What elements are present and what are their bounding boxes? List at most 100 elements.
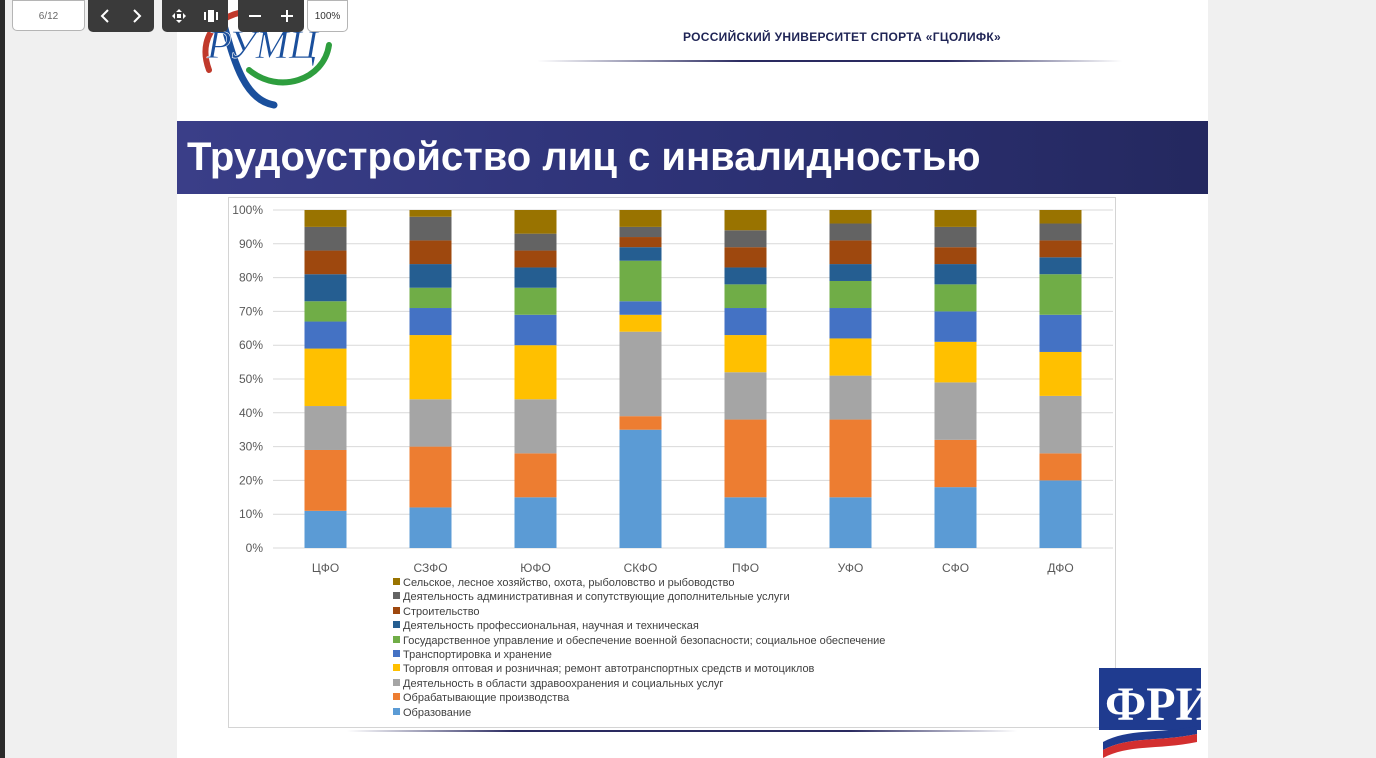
bar-segment [829, 497, 872, 548]
chart-frame: 0% 10% 20% 30% 40% 50% 60% 70% 80% 90% 100% ЦФО СЗФО… [228, 197, 1116, 728]
x-tick-label: УФО [838, 561, 864, 575]
bar-segment [724, 419, 767, 498]
bar-segment [1039, 395, 1082, 454]
y-tick-label: 70% [239, 304, 263, 318]
chevron-left-icon [100, 9, 109, 23]
prev-page-button[interactable] [88, 0, 122, 32]
window-edge [0, 0, 5, 758]
bar-segment [514, 345, 557, 400]
bar-segment [409, 287, 452, 309]
bar-segment [514, 314, 557, 346]
plus-icon [281, 10, 293, 22]
bar-segment [409, 335, 452, 400]
bar-segment [934, 439, 977, 488]
zoom-in-button[interactable] [270, 0, 304, 32]
zoom-level[interactable]: 100% [307, 0, 348, 32]
x-tick-label: СКФО [624, 561, 658, 575]
bar-segment [724, 335, 767, 373]
page-indicator-input[interactable]: 6/12 [12, 0, 85, 31]
legend-label: Деятельность административная и сопутств… [403, 591, 790, 604]
bar-segment [619, 226, 662, 238]
chart-legend: Сельское, лесное хозяйство, охота, рыбол… [393, 576, 885, 720]
legend-label: Торговля оптовая и розничная; ремонт авт… [403, 663, 815, 676]
legend-item: Транспортировка и хранение [393, 648, 885, 662]
bar-segment [619, 260, 662, 302]
legend-swatch [393, 606, 400, 614]
slide: РУМЦ РОССИЙСКИЙ УНИВЕРСИТЕТ СПОРТА «ГЦОЛ… [177, 0, 1208, 758]
bar-segment [934, 210, 977, 227]
bar-segment [1039, 351, 1082, 396]
fri-logo-text: ФРИ [1105, 678, 1201, 731]
bar-segment [514, 233, 557, 251]
legend-item: Государственное управление и обеспечение… [393, 634, 885, 648]
zoom-toolbar [238, 0, 304, 32]
fit-page-button[interactable] [162, 0, 196, 32]
fit-width-button[interactable] [194, 0, 228, 32]
bar-segment [724, 284, 767, 309]
bar-segment [304, 321, 347, 349]
y-tick-label: 20% [239, 473, 263, 487]
bar-segment [724, 372, 767, 420]
legend-label: Деятельность в области здравоохранения и… [403, 677, 724, 690]
bar-segment [724, 267, 767, 285]
bar-segment [409, 446, 452, 508]
bar-segment [1039, 240, 1082, 258]
legend-item: Образование [393, 706, 885, 720]
bar-segment [829, 240, 872, 265]
bar-segment [304, 250, 347, 275]
legend-label: Обрабатывающие производства [403, 692, 570, 705]
bar-segment [934, 487, 977, 548]
bar-segment [409, 240, 452, 265]
fit-width-icon [204, 10, 218, 22]
legend-item: Сельское, лесное хозяйство, охота, рыбол… [393, 576, 885, 590]
bar-segment [619, 331, 662, 417]
page-nav-toolbar [88, 0, 154, 32]
bar-segment [1039, 274, 1082, 315]
legend-label: Деятельность профессиональная, научная и… [403, 620, 699, 633]
bar-segment [619, 429, 662, 548]
legend-swatch [393, 592, 400, 600]
bar-segment [724, 308, 767, 336]
x-tick-label: СЗФО [413, 561, 447, 575]
university-name: РОССИЙСКИЙ УНИВЕРСИТЕТ СПОРТА «ГЦОЛИФК» [682, 30, 1002, 44]
bar-segment [934, 382, 977, 440]
x-tick-label: ЮФО [520, 561, 551, 575]
bar-segment [1039, 480, 1082, 548]
x-tick-label: СФО [942, 561, 969, 575]
bar-segment [304, 449, 347, 511]
bar-segment [514, 453, 557, 498]
y-tick-label: 60% [239, 338, 263, 352]
bar-segment [409, 210, 452, 217]
bar-segment [619, 416, 662, 430]
legend-label: Государственное управление и обеспечение… [403, 634, 886, 647]
x-tick-label: ПФО [732, 561, 759, 575]
bar-segment [619, 237, 662, 248]
zoom-out-button[interactable] [238, 0, 272, 32]
x-tick-label: ЦФО [312, 561, 339, 575]
bar-segment [514, 497, 557, 548]
bar-segment [619, 247, 662, 261]
footer-divider [347, 730, 1017, 732]
legend-label: Сельское, лесное хозяйство, охота, рыбол… [403, 577, 735, 589]
move-arrows-icon [172, 9, 186, 23]
legend-item: Обрабатывающие производства [393, 691, 885, 705]
bar-segment [619, 314, 662, 332]
bar-segment [829, 419, 872, 498]
next-page-button[interactable] [120, 0, 154, 32]
bar-segment [829, 264, 872, 281]
bar-segment [409, 399, 452, 447]
bar-segment [934, 284, 977, 312]
y-tick-label: 40% [239, 406, 263, 420]
legend-item: Деятельность в области здравоохранения и… [393, 677, 885, 691]
y-tick-label: 80% [239, 271, 263, 285]
bar-segment [304, 210, 347, 227]
chevron-right-icon [133, 9, 142, 23]
y-tick-label: 10% [239, 507, 263, 521]
title-band: Трудоустройство лиц с инвалидностью [177, 121, 1208, 194]
bar-segment [1039, 210, 1082, 224]
bar-segment [934, 247, 977, 265]
bar-segment [829, 375, 872, 420]
bar-segment [514, 287, 557, 315]
bar-segment [1039, 453, 1082, 481]
bar-segment [619, 210, 662, 227]
